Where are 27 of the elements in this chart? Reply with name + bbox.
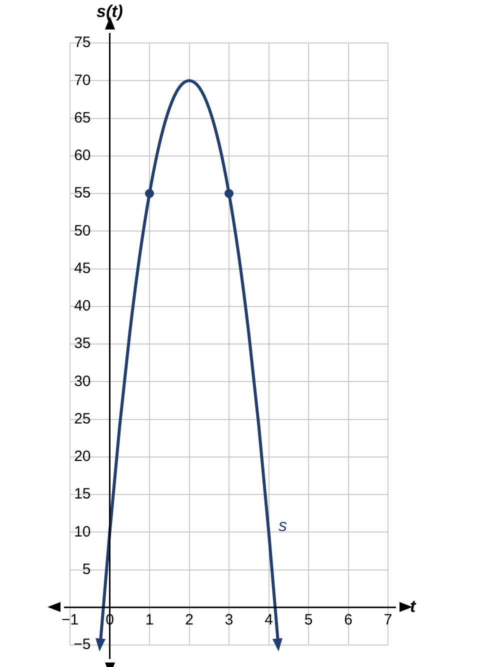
y-tick-label: 15 — [74, 486, 91, 503]
annotation: s — [278, 516, 288, 535]
x-axis-title: t — [410, 597, 417, 616]
y-tick-label: 45 — [74, 260, 91, 277]
y-tick-label: 10 — [74, 523, 91, 540]
y-tick-label: 5 — [82, 560, 91, 578]
y-tick-label: 20 — [74, 448, 91, 466]
y-tick-label: 55 — [74, 184, 91, 202]
y-tick-label: 60 — [74, 147, 91, 164]
y-tick-label: 30 — [74, 372, 91, 390]
y-tick-label: 70 — [74, 72, 91, 89]
y-tick-label: 75 — [74, 34, 91, 52]
y-tick-label: 25 — [74, 410, 91, 428]
y-tick-label: 35 — [74, 335, 91, 352]
x-tick-label: 2 — [185, 612, 194, 629]
x-tick-label: 7 — [384, 612, 392, 629]
x-tick-label: 5 — [304, 612, 313, 629]
y-tick-label: 65 — [74, 109, 91, 126]
x-tick-label: 4 — [264, 612, 273, 629]
y-axis-title: s(t) — [96, 2, 124, 22]
y-tick-label: 50 — [74, 222, 91, 240]
x-tick-label: −1 — [61, 612, 79, 629]
x-tick-label: 3 — [224, 612, 234, 629]
y-tick-label: −5 — [74, 636, 91, 654]
y-tick-label: 40 — [74, 298, 91, 315]
x-tick-label: 6 — [344, 612, 352, 629]
x-tick-label: 1 — [145, 612, 154, 629]
